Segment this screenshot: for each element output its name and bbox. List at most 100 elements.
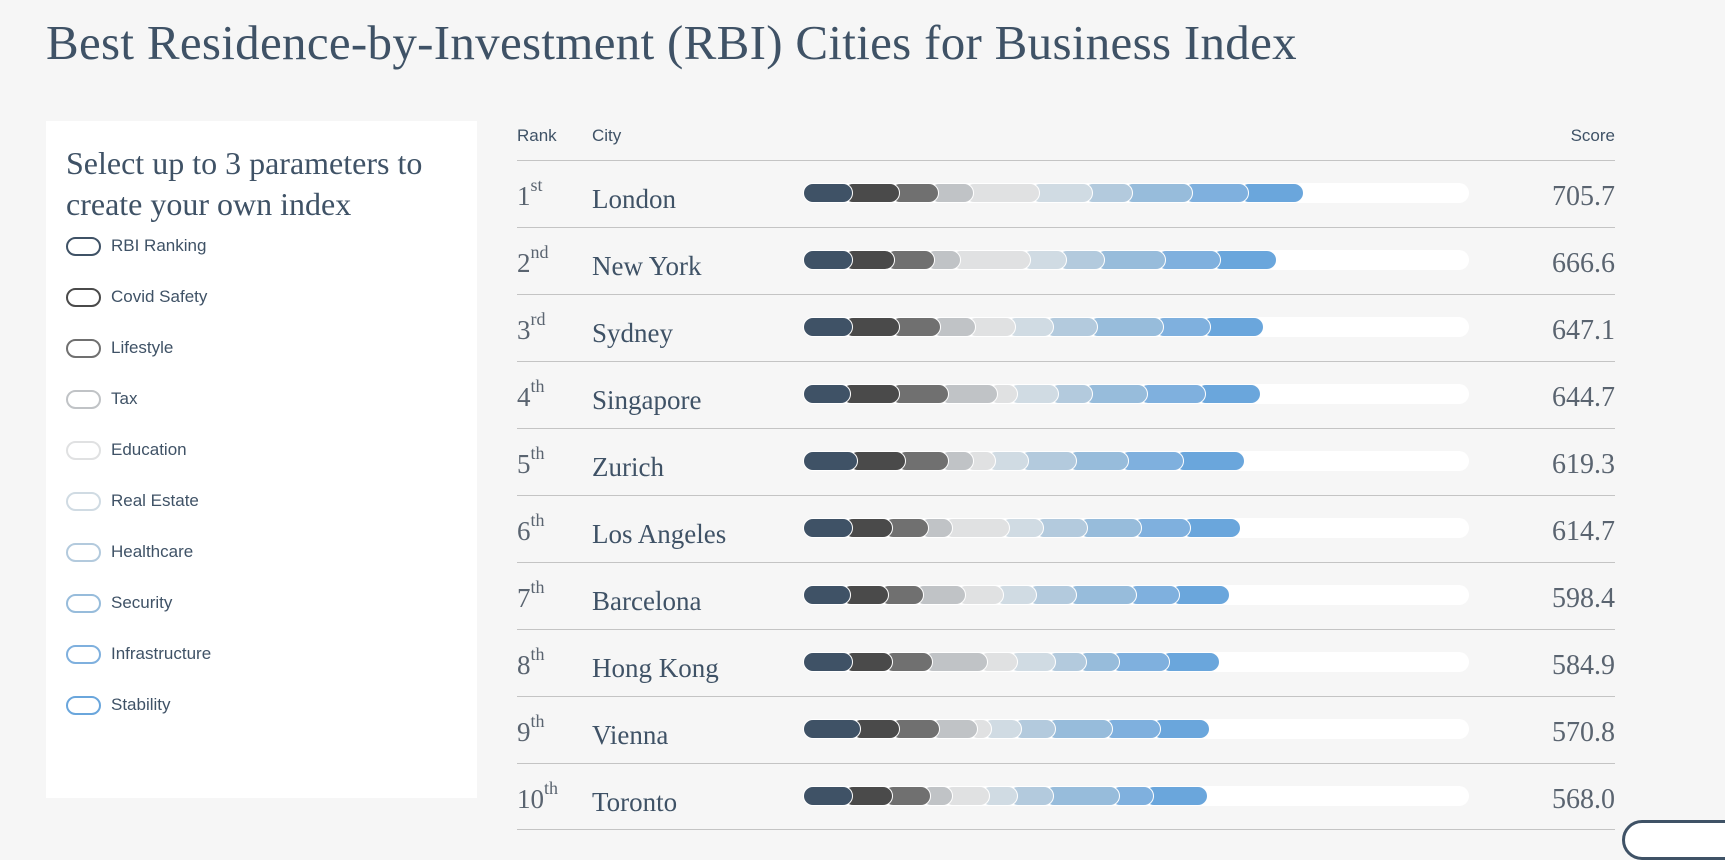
bar-segment-rbi-ranking[interactable] — [803, 384, 851, 404]
bar-segment-rbi-ranking[interactable] — [803, 317, 853, 337]
city-name: Sydney — [592, 318, 673, 348]
city-name: Zurich — [592, 452, 664, 482]
table-row[interactable]: 9th Vienna 570.8 — [517, 696, 1615, 763]
table-row[interactable]: 3rd Sydney 647.1 — [517, 294, 1615, 361]
table-row[interactable]: 8th Hong Kong 584.9 — [517, 629, 1615, 696]
page-title: Best Residence-by-Investment (RBI) Citie… — [46, 15, 1297, 70]
param-toggle-healthcare[interactable]: Healthcare — [66, 542, 193, 562]
header-score: Score — [1570, 126, 1615, 145]
bar-segment-infrastructure[interactable] — [1183, 183, 1249, 203]
param-toggle-security[interactable]: Security — [66, 593, 172, 613]
toggle-pill-icon[interactable] — [66, 542, 101, 562]
toggle-pill-icon[interactable] — [66, 389, 101, 409]
bar-segment-stability[interactable] — [1174, 451, 1245, 471]
header-rank: Rank — [517, 126, 557, 145]
bar-segment-education[interactable] — [950, 250, 1031, 270]
rank: 10th — [517, 778, 559, 814]
score-bar-track — [803, 786, 1469, 806]
rank: 8th — [517, 644, 545, 680]
bar-segment-security[interactable] — [1123, 183, 1194, 203]
score-bar-track — [803, 652, 1469, 672]
score-bar-track — [803, 719, 1469, 739]
toggle-pill-icon[interactable] — [66, 491, 101, 511]
param-label: Education — [111, 440, 187, 459]
param-label: Lifestyle — [111, 338, 174, 357]
score-value: 619.3 — [1552, 449, 1615, 480]
param-toggle-stability[interactable]: Stability — [66, 695, 171, 715]
parameter-panel: Select up to 3 parameters to create your… — [46, 121, 477, 798]
table-row[interactable]: 1st London 705.7 — [517, 160, 1615, 227]
bar-segment-rbi-ranking[interactable] — [803, 451, 859, 471]
bar-segment-security[interactable] — [1067, 585, 1138, 605]
table-row[interactable]: 10th Toronto 568.0 — [517, 763, 1615, 830]
bar-segment-security[interactable] — [1095, 250, 1166, 270]
table-row[interactable]: 2nd New York 666.6 — [517, 227, 1615, 294]
city-name: Barcelona — [592, 586, 702, 616]
bar-segment-security[interactable] — [1044, 786, 1121, 806]
param-toggle-lifestyle[interactable]: Lifestyle — [66, 338, 173, 358]
param-label: Covid Safety — [111, 287, 208, 306]
city-name: Los Angeles — [592, 519, 727, 549]
param-toggle-real-estate[interactable]: Real Estate — [66, 491, 199, 511]
toggle-pill-icon[interactable] — [66, 440, 101, 460]
bar-segment-rbi-ranking[interactable] — [803, 652, 853, 672]
toggle-pill-icon[interactable] — [66, 338, 101, 358]
param-toggle-covid-safety[interactable]: Covid Safety — [66, 287, 207, 307]
table-row[interactable]: 4th Singapore 644.7 — [517, 361, 1615, 428]
toggle-pill-icon[interactable] — [66, 236, 101, 256]
bar-segment-rbi-ranking[interactable] — [803, 183, 853, 203]
toggle-pill-icon[interactable] — [66, 644, 101, 664]
param-label: Security — [111, 593, 173, 612]
bar-segment-security[interactable] — [1088, 317, 1164, 337]
table-row[interactable]: 5th Zurich 619.3 — [517, 428, 1615, 495]
city-name: Hong Kong — [592, 653, 719, 683]
score-value: 705.7 — [1552, 181, 1615, 212]
param-label: Real Estate — [111, 491, 199, 510]
table-row[interactable]: 7th Barcelona 598.4 — [517, 562, 1615, 629]
table-row[interactable]: 6th Los Angeles 614.7 — [517, 495, 1615, 562]
score-bar-track — [803, 250, 1469, 270]
param-toggle-infrastructure[interactable]: Infrastructure — [66, 644, 211, 664]
panel-heading: Select up to 3 parameters to create your… — [66, 145, 423, 222]
city-name: Toronto — [592, 787, 678, 817]
score-value: 598.4 — [1552, 583, 1615, 614]
bar-segment-rbi-ranking[interactable] — [803, 786, 853, 806]
score-value: 666.6 — [1552, 248, 1615, 279]
rank: 4th — [517, 376, 545, 412]
toggle-pill-icon[interactable] — [66, 593, 101, 613]
param-label: Tax — [111, 389, 138, 408]
bar-segment-education[interactable] — [942, 518, 1011, 538]
score-bar-track — [803, 585, 1469, 605]
bar-segment-rbi-ranking[interactable] — [803, 719, 862, 739]
city-name: Vienna — [592, 720, 669, 750]
param-label: Infrastructure — [111, 644, 212, 663]
param-label: RBI Ranking — [111, 236, 207, 255]
score-bar-track — [803, 384, 1469, 404]
score-value: 614.7 — [1552, 516, 1615, 547]
city-name: Singapore — [592, 385, 702, 415]
bar-segment-rbi-ranking[interactable] — [803, 518, 853, 538]
score-value: 647.1 — [1552, 315, 1615, 346]
score-value: 644.7 — [1552, 382, 1615, 413]
score-value: 568.0 — [1552, 784, 1615, 815]
bar-segment-security[interactable] — [1045, 719, 1114, 739]
toggle-pill-icon[interactable] — [66, 695, 101, 715]
rank: 6th — [517, 510, 545, 546]
floating-button[interactable] — [1622, 820, 1725, 860]
city-name: London — [592, 184, 676, 214]
score-value: 570.8 — [1552, 717, 1615, 748]
score-bar-track — [803, 451, 1469, 471]
rank: 3rd — [517, 309, 546, 345]
param-toggle-rbi-ranking[interactable]: RBI Ranking — [66, 236, 206, 256]
rank: 5th — [517, 443, 545, 479]
bar-segment-infrastructure[interactable] — [1138, 384, 1206, 404]
bar-segment-rbi-ranking[interactable] — [803, 250, 853, 270]
param-toggle-tax[interactable]: Tax — [66, 389, 137, 409]
param-toggle-education[interactable]: Education — [66, 440, 187, 460]
param-label: Healthcare — [111, 542, 194, 561]
score-value: 584.9 — [1552, 650, 1615, 681]
bar-segment-rbi-ranking[interactable] — [803, 585, 851, 605]
toggle-pill-icon[interactable] — [66, 287, 101, 307]
score-bar-track — [803, 518, 1469, 538]
bar-segment-education[interactable] — [964, 183, 1041, 203]
